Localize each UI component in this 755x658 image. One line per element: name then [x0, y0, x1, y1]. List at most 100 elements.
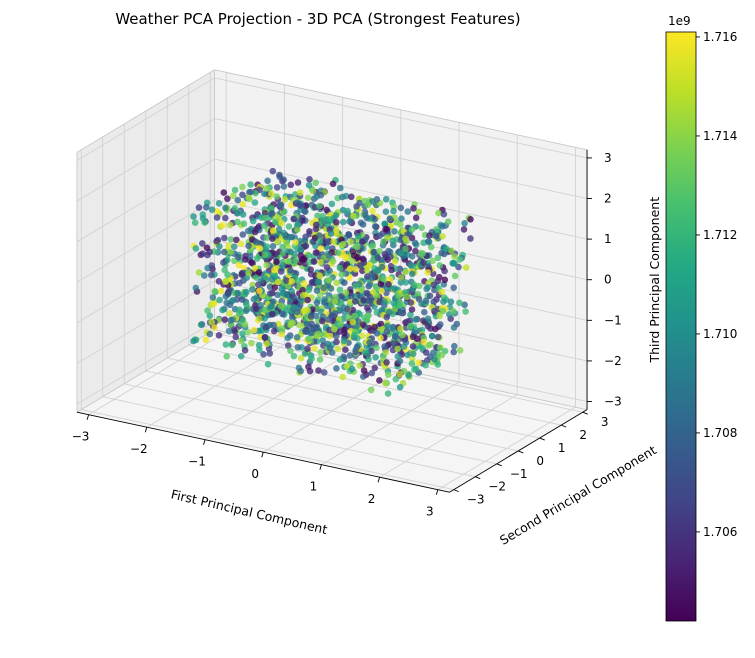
data-point — [234, 218, 241, 226]
data-point — [353, 343, 361, 351]
data-point — [450, 348, 458, 356]
data-point — [438, 288, 446, 296]
data-point — [415, 295, 423, 303]
data-point — [377, 280, 385, 288]
data-point — [239, 231, 247, 238]
data-point — [346, 218, 353, 225]
data-point — [378, 287, 385, 295]
data-point — [222, 341, 230, 348]
pane-edge — [76, 69, 215, 153]
data-point — [269, 235, 276, 242]
data-point — [317, 349, 325, 356]
data-point — [192, 245, 200, 252]
data-point — [250, 326, 258, 334]
data-point — [321, 296, 328, 303]
data-point — [331, 310, 339, 317]
data-point — [303, 306, 311, 314]
data-point — [268, 302, 275, 310]
tick-mark — [86, 414, 90, 420]
data-point — [240, 264, 248, 272]
grid-line-y-floor — [124, 383, 497, 465]
grid-line-z-back — [214, 77, 588, 159]
data-point — [419, 250, 427, 257]
data-point — [430, 298, 438, 306]
data-point — [368, 369, 376, 377]
data-point — [432, 232, 440, 240]
data-point — [412, 365, 420, 373]
data-point — [242, 307, 250, 315]
data-point — [224, 195, 231, 202]
data-point — [342, 346, 349, 354]
data-point — [409, 343, 417, 350]
data-point — [340, 337, 348, 345]
data-point — [191, 219, 199, 226]
data-point — [431, 307, 438, 315]
data-point — [278, 325, 285, 333]
data-point — [386, 215, 394, 223]
data-point — [430, 281, 438, 289]
data-point — [392, 375, 400, 383]
data-point — [317, 191, 325, 199]
data-point — [306, 230, 313, 238]
data-point — [249, 286, 256, 293]
data-point — [386, 275, 394, 283]
data-point — [376, 232, 383, 240]
tick-mark — [203, 439, 206, 445]
data-point — [329, 258, 337, 265]
data-point — [397, 274, 405, 281]
data-point — [237, 240, 245, 248]
data-point — [237, 352, 245, 360]
y-tick-label: −2 — [488, 480, 506, 494]
data-point — [313, 299, 321, 306]
tick-mark — [435, 489, 439, 495]
data-point — [227, 236, 235, 243]
data-point — [373, 344, 380, 352]
y-axis-label: Second Principal Component — [497, 442, 659, 548]
data-point — [294, 226, 301, 233]
data-point — [269, 242, 277, 250]
data-point — [416, 282, 423, 290]
data-point — [239, 183, 246, 191]
colorbar-tick-label: 1.716 — [703, 30, 737, 44]
data-point — [303, 328, 310, 336]
data-point — [363, 349, 371, 357]
data-point — [415, 359, 423, 366]
data-point — [203, 204, 210, 211]
data-point — [310, 238, 317, 245]
data-point — [371, 364, 379, 372]
data-point — [326, 332, 334, 340]
data-point — [235, 253, 242, 261]
data-point — [301, 237, 309, 244]
data-point — [371, 223, 379, 230]
data-point — [304, 296, 311, 304]
data-point — [347, 238, 354, 246]
tick-mark — [377, 477, 381, 483]
data-point — [345, 231, 352, 238]
tick-mark — [518, 450, 524, 454]
data-point — [305, 335, 312, 343]
data-point — [424, 269, 432, 276]
data-point — [283, 277, 290, 285]
data-point — [363, 289, 371, 297]
data-point — [348, 365, 356, 373]
data-point — [215, 332, 223, 339]
data-point — [434, 254, 442, 262]
data-point — [208, 206, 216, 213]
data-point — [306, 176, 313, 183]
data-point — [247, 181, 254, 188]
data-point — [397, 204, 405, 212]
data-point — [355, 233, 362, 240]
data-point — [336, 286, 344, 294]
data-point — [431, 325, 439, 333]
data-point — [422, 349, 430, 356]
data-point — [382, 349, 390, 356]
data-point — [409, 333, 417, 341]
data-point — [439, 233, 446, 240]
z-axis-label: Third Principal Component — [647, 197, 662, 364]
data-point — [377, 334, 384, 342]
data-point — [308, 320, 316, 328]
data-point — [256, 346, 263, 354]
data-point — [249, 217, 257, 225]
data-point — [414, 290, 422, 298]
